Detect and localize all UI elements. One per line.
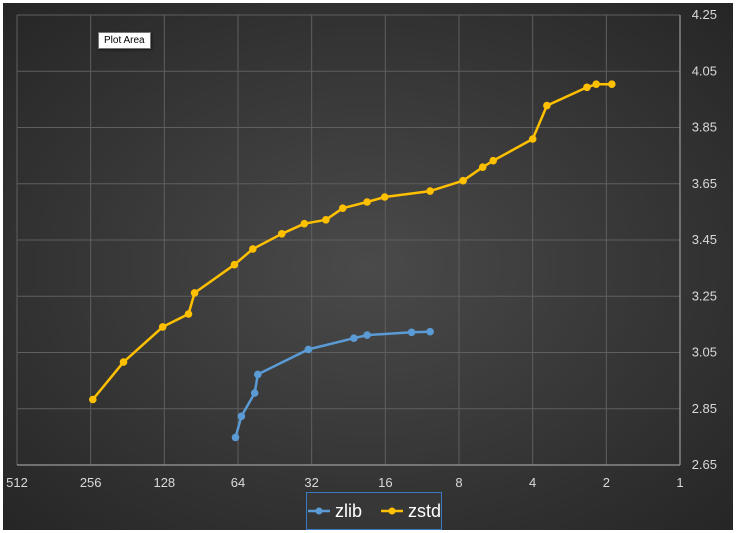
data-point-zlib[interactable] [363, 331, 371, 339]
data-point-zstd[interactable] [278, 230, 286, 238]
legend-marker-zlib [307, 507, 330, 515]
y-tick-label: 3.45 [692, 232, 717, 247]
legend-marker-zstd [381, 507, 403, 515]
x-tick-label: 32 [304, 475, 318, 490]
x-tick-label: 8 [455, 475, 462, 490]
data-point-zstd[interactable] [592, 80, 600, 88]
data-point-zstd[interactable] [322, 216, 330, 224]
y-tick-label: 3.25 [692, 288, 717, 303]
data-point-zlib[interactable] [253, 370, 262, 379]
series-zlib [231, 327, 434, 442]
data-point-zlib[interactable] [231, 433, 240, 442]
data-point-zlib[interactable] [426, 327, 434, 336]
legend-label-zstd: zstd [408, 500, 442, 521]
data-point-zstd[interactable] [363, 198, 371, 206]
data-point-zstd[interactable] [184, 310, 193, 318]
x-tick-label: 128 [153, 475, 175, 490]
data-point-zstd[interactable] [300, 219, 309, 228]
x-tick-label: 256 [80, 475, 102, 490]
data-point-zstd[interactable] [190, 289, 199, 297]
plot-area-tooltip: Plot Area [98, 32, 151, 49]
data-point-zlib[interactable] [407, 328, 416, 337]
x-tick-label: 16 [378, 475, 392, 490]
y-tick-label: 4.05 [692, 63, 717, 78]
x-tick-label: 4 [529, 475, 536, 490]
x-tick-label: 64 [231, 475, 245, 490]
data-point-zlib[interactable] [304, 345, 313, 354]
x-tick-label: 512 [6, 475, 28, 490]
x-tick-label: 1 [676, 475, 683, 490]
data-point-zstd[interactable] [119, 358, 128, 366]
data-point-zstd[interactable] [426, 187, 434, 195]
data-point-zstd[interactable] [158, 323, 167, 331]
data-point-zstd[interactable] [89, 395, 97, 404]
legend[interactable]: zlib zstd [306, 492, 442, 530]
data-point-zstd[interactable] [459, 176, 467, 185]
y-tick-label: 3.65 [692, 176, 717, 191]
data-point-zstd[interactable] [338, 204, 347, 212]
y-tick-label: 4.25 [692, 7, 717, 22]
legend-item-zstd[interactable]: zstd [380, 501, 441, 522]
y-axis-ticks: 2.65 2.85 3.05 3.25 3.45 3.65 3.85 4.05 4.25 [692, 7, 717, 472]
data-point-zlib[interactable] [350, 334, 358, 343]
data-point-zlib[interactable] [237, 412, 246, 421]
chart-background [3, 3, 733, 530]
y-tick-label: 3.85 [692, 120, 717, 135]
data-point-zstd[interactable] [380, 193, 389, 201]
data-point-zstd[interactable] [478, 163, 487, 171]
series-zstd [89, 80, 616, 404]
y-tick-label: 3.05 [692, 345, 717, 360]
x-tick-label: 2 [603, 475, 610, 490]
y-tick-label: 2.65 [692, 457, 717, 472]
data-point-zstd[interactable] [608, 80, 616, 88]
gridlines [16, 14, 681, 466]
data-point-zstd[interactable] [230, 260, 239, 269]
legend-item-zlib[interactable]: zlib [307, 501, 362, 522]
y-tick-label: 2.85 [692, 401, 717, 416]
data-point-zstd[interactable] [528, 135, 537, 143]
data-point-zlib[interactable] [250, 389, 259, 397]
series-layer [89, 80, 616, 442]
legend-label-zlib: zlib [334, 500, 362, 521]
series-line-zstd [91, 82, 612, 401]
data-point-zstd[interactable] [583, 83, 591, 92]
data-point-zstd[interactable] [543, 101, 551, 110]
x-axis-ticks: 512 256 128 64 32 16 8 4 2 1 [6, 475, 683, 490]
data-point-zstd[interactable] [249, 245, 257, 253]
data-point-zstd[interactable] [489, 156, 498, 165]
